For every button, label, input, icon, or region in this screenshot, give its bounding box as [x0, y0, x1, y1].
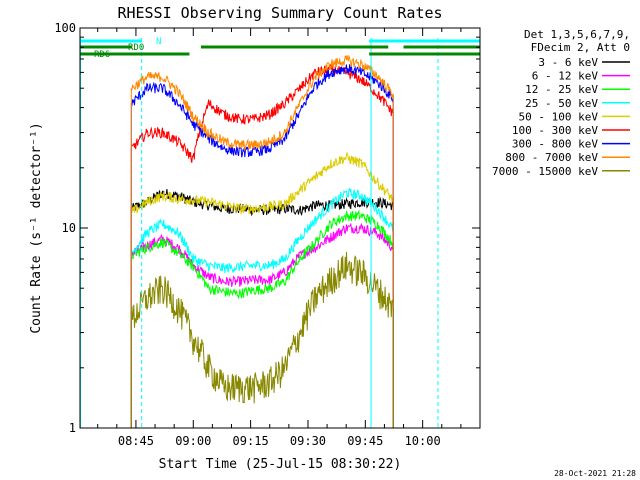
series-line: [130, 63, 394, 163]
x-tick-label: 09:00: [175, 434, 211, 448]
y-axis-label: Count Rate (s⁻¹ detector⁻¹): [29, 122, 44, 333]
series-line: [130, 64, 394, 158]
footer-timestamp: 28-Oct-2021 21:28: [554, 469, 636, 478]
legend: Det 1,3,5,6,7,9,FDecim 2, Att 0 3 - 6 keV…: [492, 28, 630, 178]
series-line: [130, 151, 394, 215]
y-tick-label: 100: [54, 21, 76, 35]
status-bar-label: RD0: [128, 43, 144, 53]
legend-label: 50 - 100 keV: [519, 110, 599, 123]
series-layer: [130, 54, 394, 428]
legend-label: 300 - 800 keV: [512, 138, 598, 151]
x-axis-label: Start Time (25-Jul-15 08:30:22): [159, 457, 402, 472]
status-bar-label: RD6: [94, 50, 110, 60]
series-line: [130, 189, 394, 217]
x-tick-label: 09:45: [347, 434, 383, 448]
plot-frame: [79, 27, 481, 429]
y-tick-label: 10: [62, 221, 76, 235]
legend-label: 3 - 6 keV: [538, 56, 598, 69]
legend-header: FDecim 2, Att 0: [531, 41, 630, 54]
legend-header: Det 1,3,5,6,7,9,: [524, 28, 630, 41]
series-line: [130, 54, 394, 152]
legend-label: 25 - 50 keV: [525, 97, 598, 110]
x-tick-label: 08:45: [118, 434, 154, 448]
chart-title: RHESSI Observing Summary Count Rates: [117, 4, 442, 22]
series-8: [130, 251, 394, 428]
series-1: [130, 222, 394, 428]
legend-label: 6 - 12 keV: [532, 70, 599, 83]
series-line: [130, 251, 394, 404]
series-line: [130, 222, 394, 287]
x-tick-label: 09:15: [233, 434, 269, 448]
x-tick-label: 09:30: [290, 434, 326, 448]
legend-label: 7000 - 15000 keV: [492, 165, 598, 178]
legend-label: 800 - 7000 keV: [505, 151, 598, 164]
axes: 1 10 100 08:45 09:00 09:15 09:30 09:45 10:00: [54, 21, 480, 448]
legend-label: 100 - 300 keV: [512, 124, 598, 137]
status-bars: N RD0 RD6: [80, 37, 480, 60]
series-line: [130, 187, 394, 274]
status-bar-label: N: [156, 37, 161, 47]
x-tick-label: 10:00: [405, 434, 441, 448]
series-line: [130, 209, 394, 300]
legend-label: 12 - 25 keV: [525, 83, 598, 96]
y-tick-label: 1: [69, 421, 76, 435]
